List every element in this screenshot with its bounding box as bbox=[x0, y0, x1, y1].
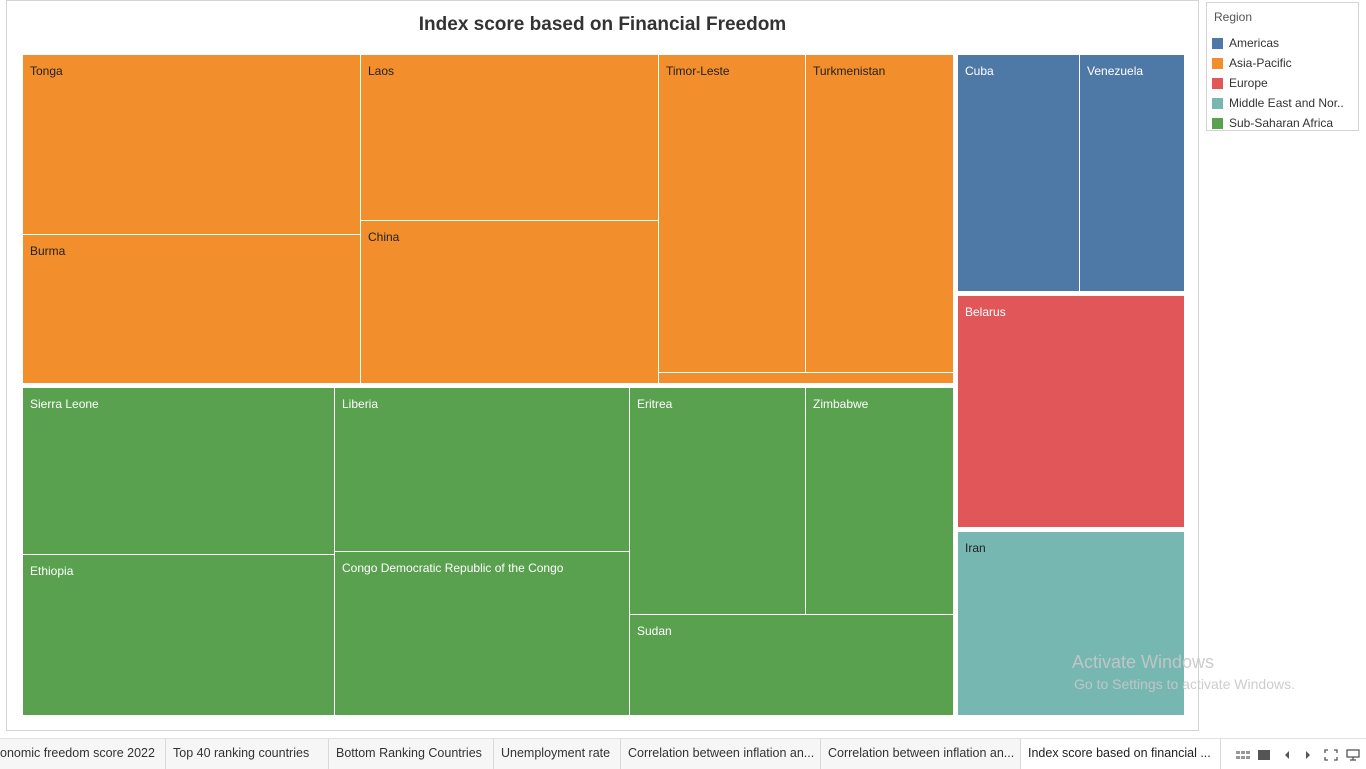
legend-item-americas[interactable]: Americas bbox=[1212, 35, 1356, 51]
sheet-tab-bar: onomic freedom score 2022 Top 40 ranking… bbox=[0, 738, 1366, 769]
legend-label: Americas bbox=[1229, 36, 1280, 50]
tile-congo[interactable]: Congo Democratic Republic of the Congo bbox=[335, 552, 630, 715]
legend-title: Region bbox=[1214, 10, 1253, 24]
tile-label: Eritrea bbox=[637, 397, 673, 411]
filmstrip-icon[interactable] bbox=[1236, 749, 1250, 761]
tile-label: Liberia bbox=[342, 397, 379, 411]
tile-label: Iran bbox=[965, 541, 986, 555]
tile-label: China bbox=[368, 230, 400, 244]
tile-iran[interactable]: Iran bbox=[958, 532, 1184, 715]
legend-label: Sub-Saharan Africa bbox=[1229, 116, 1334, 130]
legend-item-sub-saharan-africa[interactable]: Sub-Saharan Africa bbox=[1212, 115, 1356, 131]
legend-swatch bbox=[1212, 38, 1223, 49]
tile-label: Sudan bbox=[637, 624, 672, 638]
tile-venezuela[interactable]: Venezuela bbox=[1080, 55, 1184, 291]
presentation-icon[interactable] bbox=[1346, 749, 1360, 761]
legend-label: Europe bbox=[1229, 76, 1268, 90]
tile-turkmenistan[interactable]: Turkmenistan bbox=[806, 55, 953, 373]
tile-label: Ethiopia bbox=[30, 564, 74, 578]
prev-sheet-icon[interactable] bbox=[1282, 749, 1292, 761]
watermark-title: Activate Windows bbox=[1072, 652, 1215, 672]
legend-swatch bbox=[1212, 58, 1223, 69]
tile-tonga[interactable]: Tonga bbox=[23, 55, 361, 235]
legend-item-europe[interactable]: Europe bbox=[1212, 75, 1356, 91]
legend: Region Americas Asia-Pacific Europe Midd… bbox=[1206, 2, 1359, 131]
legend-swatch bbox=[1212, 118, 1223, 129]
tile-label: Venezuela bbox=[1087, 64, 1144, 78]
tile-laos[interactable]: Laos bbox=[361, 55, 659, 221]
tile-asia-small[interactable] bbox=[659, 373, 953, 383]
tab-economic-freedom-score[interactable]: onomic freedom score 2022 bbox=[0, 739, 166, 769]
next-sheet-icon[interactable] bbox=[1303, 749, 1313, 761]
tab-top-40-ranking[interactable]: Top 40 ranking countries bbox=[166, 739, 329, 769]
tile-belarus[interactable]: Belarus bbox=[958, 296, 1184, 527]
fullscreen-icon[interactable] bbox=[1324, 749, 1338, 761]
tile-label: Belarus bbox=[965, 305, 1006, 319]
tile-label: Turkmenistan bbox=[813, 64, 886, 78]
tile-cuba[interactable]: Cuba bbox=[958, 55, 1080, 291]
tile-sierra-leone[interactable]: Sierra Leone bbox=[23, 388, 335, 555]
tile-label: Sierra Leone bbox=[30, 397, 99, 411]
legend-item-middle-east[interactable]: Middle East and Nor.. bbox=[1212, 95, 1356, 111]
chart-title: Index score based on Financial Freedom bbox=[418, 14, 787, 35]
legend-label: Middle East and Nor.. bbox=[1229, 96, 1344, 110]
legend-swatch bbox=[1212, 78, 1223, 89]
tile-label: Zimbabwe bbox=[813, 397, 869, 411]
grid-view-icon[interactable] bbox=[1258, 749, 1270, 761]
tile-label: Tonga bbox=[30, 64, 63, 78]
tab-index-score-financial[interactable]: Index score based on financial ... bbox=[1021, 739, 1221, 769]
tile-label: Laos bbox=[368, 64, 395, 78]
tile-label: Congo Democratic Republic of the Congo bbox=[342, 561, 564, 575]
tab-unemployment-rate[interactable]: Unemployment rate bbox=[494, 739, 621, 769]
legend-swatch bbox=[1212, 98, 1223, 109]
tile-label: Cuba bbox=[965, 64, 994, 78]
tab-correlation-inflation-2[interactable]: Correlation between inflation an... bbox=[821, 739, 1021, 769]
tile-eritrea[interactable]: Eritrea bbox=[630, 388, 806, 615]
tile-sudan[interactable]: Sudan bbox=[630, 615, 953, 715]
watermark-subtitle: Go to Settings to activate Windows. bbox=[1074, 676, 1295, 692]
tile-liberia[interactable]: Liberia bbox=[335, 388, 630, 552]
tile-china[interactable]: China bbox=[361, 221, 659, 383]
tile-label: Timor-Leste bbox=[666, 64, 730, 78]
tile-label: Burma bbox=[30, 244, 66, 258]
tile-timor-leste[interactable]: Timor-Leste bbox=[659, 55, 806, 373]
tile-burma[interactable]: Burma bbox=[23, 235, 361, 383]
tile-zimbabwe[interactable]: Zimbabwe bbox=[806, 388, 953, 615]
tab-correlation-inflation-1[interactable]: Correlation between inflation an... bbox=[621, 739, 821, 769]
tile-ethiopia[interactable]: Ethiopia bbox=[23, 555, 335, 715]
tab-bottom-ranking[interactable]: Bottom Ranking Countries bbox=[329, 739, 494, 769]
legend-item-asia-pacific[interactable]: Asia-Pacific bbox=[1212, 55, 1356, 71]
legend-label: Asia-Pacific bbox=[1229, 56, 1292, 70]
